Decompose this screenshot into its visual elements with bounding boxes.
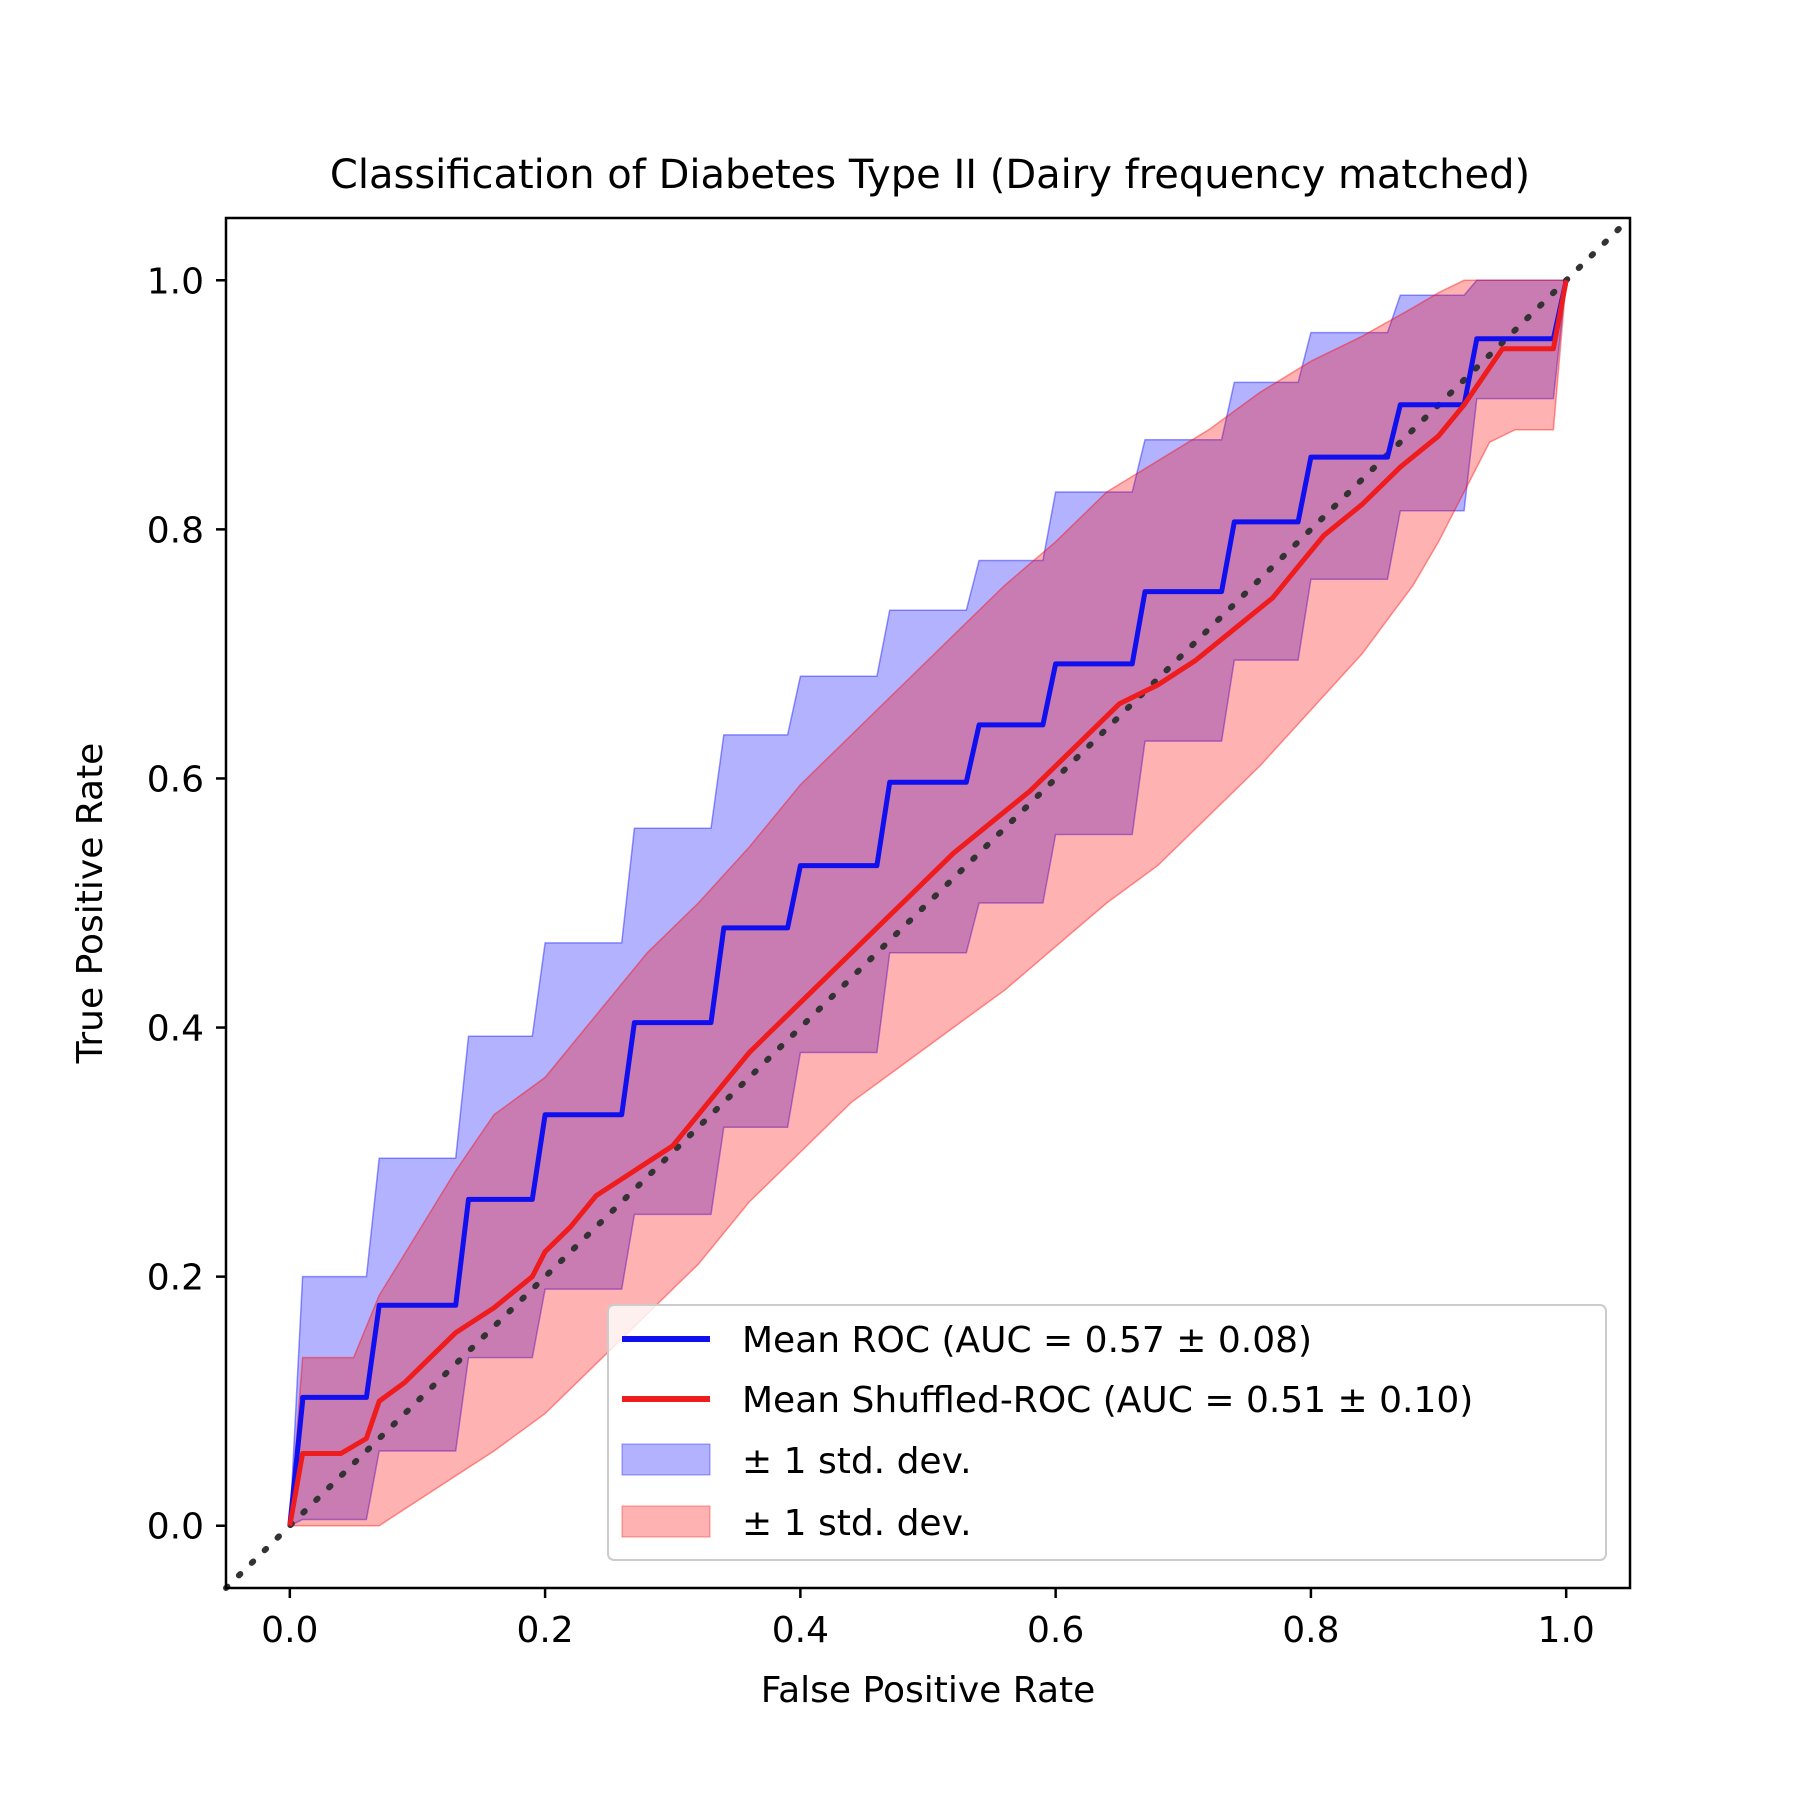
mean-roc-line — [287, 279, 1569, 1526]
mean-shuffled-roc-line — [287, 279, 1569, 1527]
legend-box — [607, 1304, 1607, 1561]
x-axis-label: False Positive Rate — [761, 1670, 1096, 1711]
y-axis-label: True Positive Rate — [70, 743, 111, 1065]
legend-label-mean-roc: Mean ROC (AUC = 0.57 ± 0.08) — [742, 1320, 1312, 1361]
legend-label-blue-band: ± 1 std. dev. — [742, 1441, 972, 1482]
y-tick-label: 0.4 — [147, 1009, 204, 1050]
x-tick-label: 0.2 — [516, 1610, 573, 1651]
legend-label-red-band: ± 1 std. dev. — [742, 1503, 972, 1544]
y-tick-label: 0.0 — [147, 1507, 204, 1548]
x-tick-label: 0.6 — [1027, 1610, 1084, 1651]
x-tick-label: 0.0 — [261, 1610, 318, 1651]
x-tick-label: 0.8 — [1282, 1610, 1339, 1651]
y-tick-label: 0.8 — [147, 510, 204, 551]
y-tick-label: 1.0 — [147, 261, 204, 302]
y-axis: 0.0 0.2 0.4 0.6 0.8 1.0 — [147, 261, 226, 1548]
chance-diagonal-line — [223, 215, 1633, 1591]
plot-frame — [224, 216, 1632, 1590]
y-tick-label: 0.6 — [147, 759, 204, 800]
legend-swatch-blue-band — [621, 1443, 711, 1476]
roc-lines — [287, 279, 1569, 1527]
chart-title: Classification of Diabetes Type II (Dair… — [330, 152, 1530, 198]
x-axis: 0.0 0.2 0.4 0.6 0.8 1.0 — [261, 1588, 1595, 1651]
x-tick-label: 1.0 — [1538, 1610, 1595, 1651]
legend-label-mean-shuffled-roc: Mean Shuffled-ROC (AUC = 0.51 ± 0.10) — [742, 1380, 1473, 1421]
y-tick-label: 0.2 — [147, 1258, 204, 1299]
legend: Mean ROC (AUC = 0.57 ± 0.08) Mean Shuffl… — [607, 1304, 1607, 1561]
x-tick-label: 0.4 — [772, 1610, 829, 1651]
legend-swatch-red-band — [621, 1505, 711, 1538]
